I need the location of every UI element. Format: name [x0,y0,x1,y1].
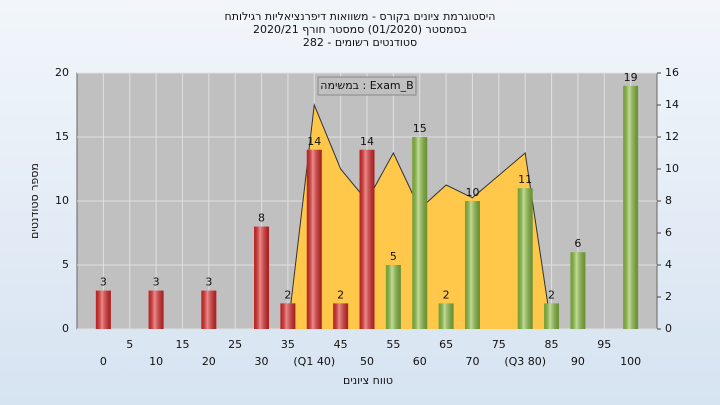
data-label: 2 [337,288,344,301]
data-label: 3 [153,276,160,289]
data-label: 3 [100,276,107,289]
x-tick-label: 5 [126,338,133,351]
x-tick-label: 35 [281,338,295,351]
bar-shine [438,303,454,329]
data-label: 6 [574,237,581,250]
x-tick-label: 55 [386,338,400,351]
y2-tick-label: 14 [665,98,679,111]
y2-tick-label: 10 [665,162,679,175]
x-tick-label: 25 [228,338,242,351]
y2-tick-label: 16 [665,66,679,79]
bar-shine [95,290,111,329]
x-tick-label: 90 [571,355,585,368]
y2-tick-label: 12 [665,130,679,143]
y2-tick-label: 8 [665,194,672,207]
y-tick-label: 5 [62,258,69,271]
annotation-box [317,76,417,96]
y-tick-label: 15 [55,130,69,143]
title: היסטוגרמת ציונים בקורס - משוואות דיפרנצי… [225,10,496,23]
bar-shine [359,149,375,329]
annotation: במשימה : Exam_B [320,79,413,92]
bar-shine [306,149,322,329]
data-label: 14 [360,135,374,148]
x-tick-label: 15 [175,338,189,351]
bar-shine [385,265,401,329]
x-tick-label: 10 [149,355,163,368]
bar-shine [623,85,639,329]
x-tick-label: 70 [465,355,479,368]
x-tick-label: 95 [597,338,611,351]
x-tick-label: 75 [492,338,506,351]
bar-shine [517,188,533,329]
bar-shine [544,303,560,329]
data-label: 10 [465,186,479,199]
y2-tick-label: 6 [665,226,672,239]
data-label: 3 [205,276,212,289]
y2-tick-label: 2 [665,290,672,303]
y-tick-label: 10 [55,194,69,207]
bar-shine [412,137,428,329]
bar-shine [333,303,349,329]
x-axis-label: טווח ציונים [343,374,393,387]
data-label: 14 [307,135,321,148]
x-tick-label: (Q3 80) [504,355,546,368]
x-tick-label: 50 [360,355,374,368]
x-tick-label: 60 [413,355,427,368]
x-tick-label: 65 [439,338,453,351]
data-label: 2 [443,288,450,301]
bar-shine [464,201,480,329]
data-label: 2 [284,288,291,301]
y-axis-label: מספר סטודנטים [28,163,41,239]
data-label: 2 [548,288,555,301]
title: סטודנטים רשומים - 282 [303,36,417,49]
y-tick-label: 20 [55,66,69,79]
y2-tick-label: 4 [665,258,672,271]
bar-shine [280,303,296,329]
y2-tick-label: 0 [665,322,672,335]
bar-shine [254,226,270,329]
x-tick-label: 30 [255,355,269,368]
bar-shine [570,252,586,329]
data-label: 8 [258,212,265,225]
data-label: 15 [413,122,427,135]
bar-shine [201,290,217,329]
x-tick-label: 45 [334,338,348,351]
x-tick-label: 100 [620,355,641,368]
x-tick-label: 0 [100,355,107,368]
data-label: 19 [624,71,638,84]
bar-shine [148,290,164,329]
title: בסמסטר (01/2020) סמסטר חורף 2020/21 [253,23,467,36]
x-tick-label: (Q1 40) [293,355,335,368]
x-tick-label: 20 [202,355,216,368]
y-tick-label: 0 [62,322,69,335]
data-label: 11 [518,173,532,186]
data-label: 5 [390,250,397,263]
x-tick-label: 85 [545,338,559,351]
